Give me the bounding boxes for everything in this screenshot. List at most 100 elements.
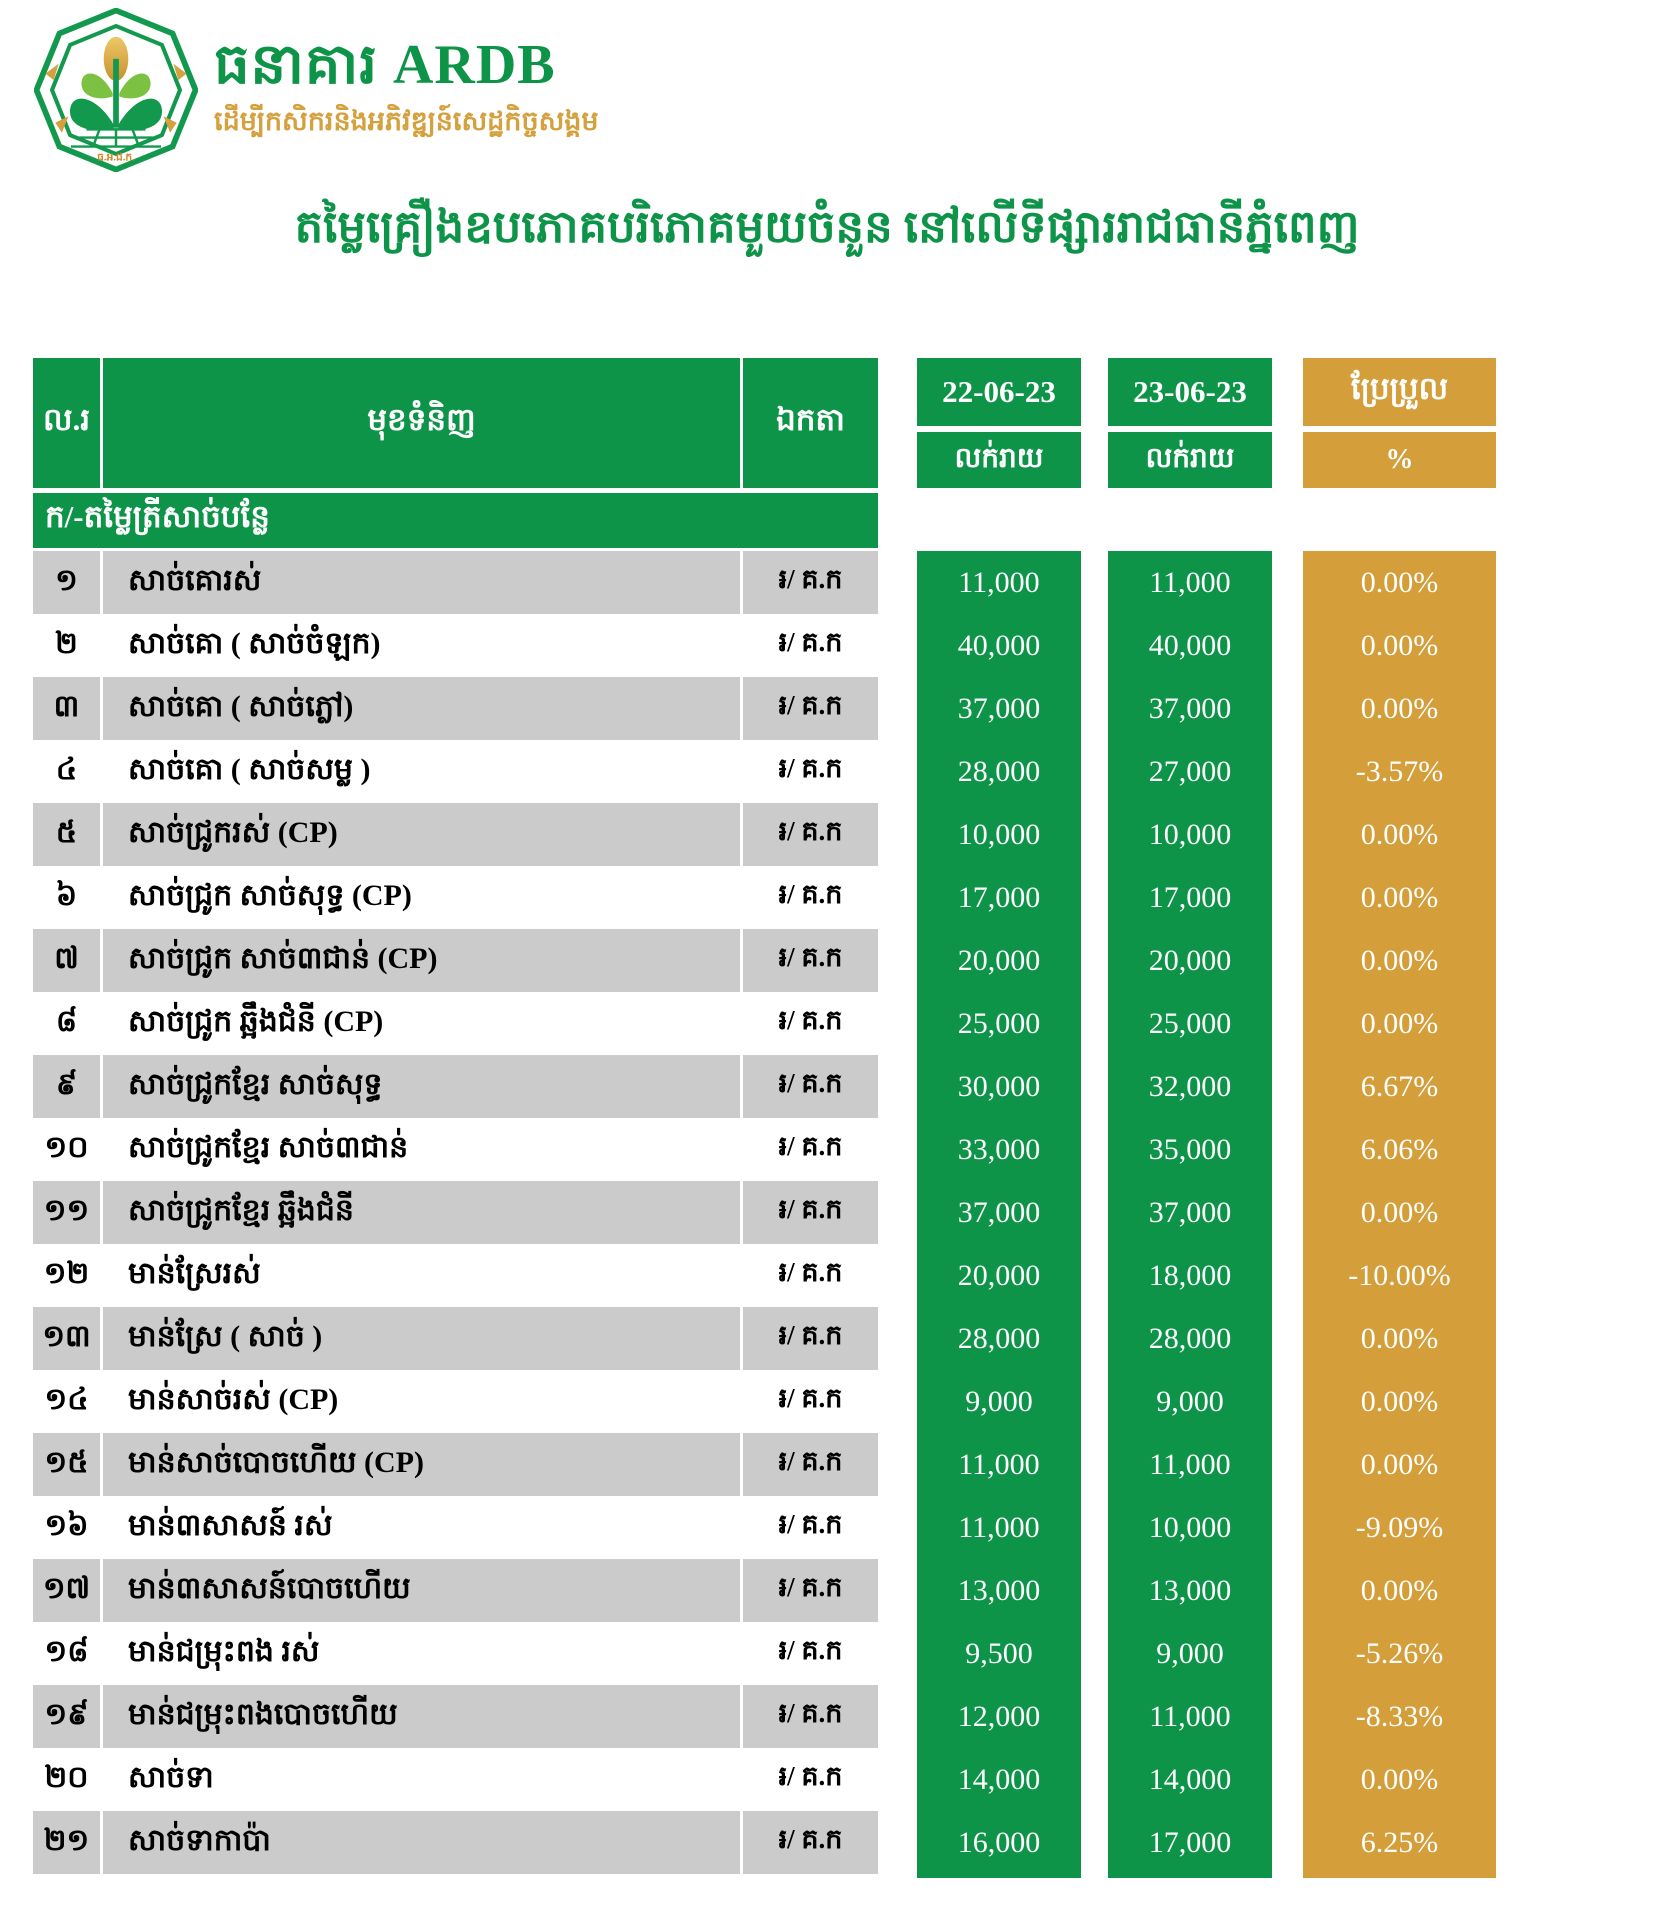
row-item-name: សាច់ទាកាប៉ា (103, 1811, 740, 1874)
table-row: ១សាច់គោរស់ ៛/ គ.ក (33, 551, 878, 614)
price-date2: 18,000 (1148, 1258, 1232, 1292)
header-item: មុខទំនិញ (103, 358, 740, 488)
table-row: ១៨ មាន់ជម្រុះពង រស់ ៛/ គ.ក (33, 1622, 878, 1685)
row-number: ៤ (33, 740, 100, 803)
row-item-name: សាច់ជ្រូកខ្មែរ សាច់សុទ្ធ (103, 1055, 740, 1118)
row-item-name: សាច់ជ្រូកខ្មែរ ឆ្អឹងជំនី (103, 1181, 740, 1244)
row-number: ៧ (33, 929, 100, 992)
change-value: 0.00% (1360, 628, 1439, 662)
change-value: 0.00% (1360, 1762, 1439, 1796)
header-retail2: លក់រាយ (1108, 432, 1272, 488)
table-row: ៣សាច់គោ ( សាច់ភ្លៅ) ៛/ គ.ក (33, 677, 878, 740)
row-unit: ៛/ គ.ក (743, 1118, 878, 1181)
table-row: ៧សាច់ជ្រូក សាច់៣ជាន់ (CP) ៛/ គ.ក (33, 929, 878, 992)
brand-header: ធ.អ.ជ.ក. ធនាគារ ARDB ដើម្បីកសិករនិងអភិវឌ… (34, 8, 599, 172)
price-date1: 28,000 (957, 754, 1041, 788)
bank-slogan: ដើម្បីកសិករនិងអភិវឌ្ឍន៍សេដ្ឋកិច្ចសង្គម (214, 105, 599, 136)
table-row: ១៩ មាន់ជម្រុះពងបោចហើយ ៛/ គ.ក (33, 1685, 878, 1748)
price-date2: 27,000 (1148, 754, 1232, 788)
row-unit: ៛/ គ.ក (743, 1685, 878, 1748)
table-row: ៩សាច់ជ្រូកខ្មែរ សាច់សុទ្ធ ៛/ គ.ក (33, 1055, 878, 1118)
header-change: ប្រែប្រួល (1303, 358, 1496, 426)
table-row: ១៦ មាន់៣សាសន៍ រស់ ៛/ គ.ក (33, 1496, 878, 1559)
row-unit: ៛/ គ.ក (743, 1433, 878, 1496)
row-unit: ៛/ គ.ក (743, 677, 878, 740)
row-unit: ៛/ គ.ក (743, 1244, 878, 1307)
price-date2: 25,000 (1148, 1006, 1232, 1040)
row-item-name: មាន់៣សាសន៍ រស់ (103, 1496, 740, 1559)
row-number: ១០ (33, 1118, 100, 1181)
table-row: ១១ សាច់ជ្រូកខ្មែរ ឆ្អឹងជំនី ៛/ គ.ក (33, 1181, 878, 1244)
price-date1: 28,000 (957, 1321, 1041, 1355)
row-item-name: មាន់៣សាសន៍បោចហើយ (103, 1559, 740, 1622)
row-number: ១៤ (33, 1370, 100, 1433)
change-value: 0.00% (1360, 1195, 1439, 1229)
price-values-date2: 11,000 40,000 37,000 27,000 10,000 17,000 20,0… (1108, 551, 1272, 1878)
row-unit: ៛/ គ.ក (743, 1181, 878, 1244)
row-unit: ៛/ គ.ក (743, 614, 878, 677)
change-value: -5.26% (1355, 1636, 1444, 1670)
row-unit: ៛/ គ.ក (743, 803, 878, 866)
row-number: ១៣ (33, 1307, 100, 1370)
row-item-name: សាច់ជ្រូក សាច់៣ជាន់ (CP) (103, 929, 740, 992)
change-value: 0.00% (1360, 880, 1439, 914)
row-item-name: សាច់គោ ( សាច់ភ្លៅ) (103, 677, 740, 740)
row-unit: ៛/ គ.ក (743, 1748, 878, 1811)
price-date2: 14,000 (1148, 1762, 1232, 1796)
change-column: ប្រែប្រួល % 0.00% 0.00% 0.00% -3.57% 0.00% 0.… (1303, 358, 1496, 1878)
table-row: ១៥ មាន់សាច់បោចហើយ (CP) ៛/ គ.ក (33, 1433, 878, 1496)
row-number: ៨ (33, 992, 100, 1055)
change-value: 0.00% (1360, 817, 1439, 851)
header-date1: 22-06-23 (917, 358, 1081, 426)
price-date1: 30,000 (957, 1069, 1041, 1103)
row-item-name: សាច់ទា (103, 1748, 740, 1811)
table-row: ៨សាច់ជ្រូក ឆ្អឹងជំនី (CP) ៛/ គ.ក (33, 992, 878, 1055)
change-values: 0.00% 0.00% 0.00% -3.57% 0.00% 0.00% 0.00% 0.00… (1303, 551, 1496, 1878)
table-row: ១៣ មាន់ស្រែ ( សាច់ ) ៛/ គ.ក (33, 1307, 878, 1370)
price-date2: 10,000 (1148, 1510, 1232, 1544)
row-item-name: មាន់ស្រែ ( សាច់ ) (103, 1307, 740, 1370)
row-unit: ៛/ គ.ក (743, 992, 878, 1055)
price-date2: 10,000 (1148, 817, 1232, 851)
table-row: ៤សាច់គោ ( សាច់សម្ល ) ៛/ គ.ក (33, 740, 878, 803)
row-item-name: សាច់ជ្រូកខ្មែរ សាច់៣ជាន់ (103, 1118, 740, 1181)
change-value: 0.00% (1360, 1321, 1439, 1355)
row-item-name: សាច់ជ្រូក សាច់សុទ្ធ (CP) (103, 866, 740, 929)
price-date2: 17,000 (1148, 880, 1232, 914)
change-value: 0.00% (1360, 1573, 1439, 1607)
price-date2: 20,000 (1148, 943, 1232, 977)
row-number: ១១ (33, 1181, 100, 1244)
row-number: ១៦ (33, 1496, 100, 1559)
price-date1: 10,000 (957, 817, 1041, 851)
row-unit: ៛/ គ.ក (743, 740, 878, 803)
price-column-date1: 22-06-23 លក់រាយ 11,000 40,000 37,000 28,000… (917, 358, 1081, 1878)
change-value: 0.00% (1360, 691, 1439, 725)
price-date2: 11,000 (1149, 1699, 1231, 1733)
table-row: ២១ សាច់ទាកាប៉ា ៛/ គ.ក (33, 1811, 878, 1874)
price-date1: 20,000 (957, 943, 1041, 977)
row-number: ១៩ (33, 1685, 100, 1748)
price-date1: 12,000 (957, 1699, 1041, 1733)
row-unit: ៛/ គ.ក (743, 1496, 878, 1559)
price-date1: 33,000 (957, 1132, 1041, 1166)
row-number: ៦ (33, 866, 100, 929)
change-value: 6.67% (1360, 1069, 1439, 1103)
row-number: ៥ (33, 803, 100, 866)
table-row: ១២ មាន់ស្រែរស់ ៛/ គ.ក (33, 1244, 878, 1307)
change-value: -8.33% (1355, 1699, 1444, 1733)
price-values-date1: 11,000 40,000 37,000 28,000 10,000 17,000 20,0… (917, 551, 1081, 1878)
row-item-name: មាន់សាច់បោចហើយ (CP) (103, 1433, 740, 1496)
row-number: ១៨ (33, 1622, 100, 1685)
row-item-name: សាច់ជ្រូក ឆ្អឹងជំនី (CP) (103, 992, 740, 1055)
row-item-name: មាន់ជម្រុះពង រស់ (103, 1622, 740, 1685)
row-number: ៩ (33, 1055, 100, 1118)
price-date1: 20,000 (957, 1258, 1041, 1292)
row-unit: ៛/ គ.ក (743, 1055, 878, 1118)
row-number: ៣ (33, 677, 100, 740)
row-item-name: សាច់គោរស់ (103, 551, 740, 614)
row-unit: ៛/ គ.ក (743, 866, 878, 929)
row-item-name: មាន់ស្រែរស់ (103, 1244, 740, 1307)
change-value: -3.57% (1355, 754, 1444, 788)
row-unit: ៛/ គ.ក (743, 1307, 878, 1370)
